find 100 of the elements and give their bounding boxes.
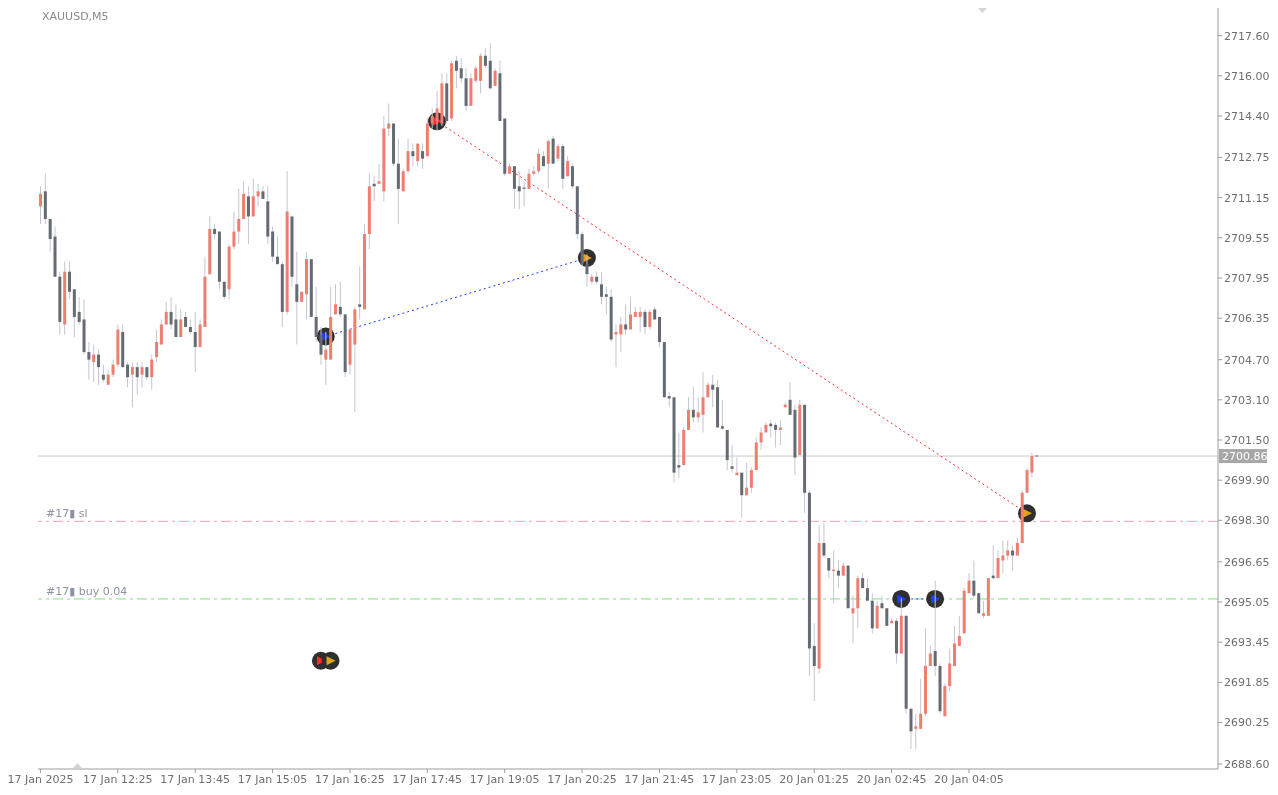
candlestick [1001, 539, 1005, 574]
x-tick-label: 17 Jan 12:25 [82, 772, 153, 786]
candlestick [256, 183, 260, 207]
candlestick [454, 55, 458, 89]
candlestick [972, 560, 976, 599]
candlestick [948, 647, 952, 692]
candlestick [237, 188, 241, 245]
candlestick [851, 595, 855, 644]
candlestick [358, 266, 362, 320]
y-tick-label: 2695.05 [1224, 595, 1270, 609]
candlestick [996, 550, 1000, 579]
y-tick-label: 2699.90 [1224, 474, 1270, 488]
y-tick-label: 2717.60 [1224, 29, 1270, 43]
candlestick [778, 419, 782, 446]
candlestick [614, 323, 618, 368]
x-tick-label: 17 Jan 20:25 [547, 772, 617, 786]
candlestick [126, 361, 130, 388]
candlestick [87, 341, 91, 381]
candlestick [179, 308, 183, 338]
candlestick [324, 331, 328, 386]
candlestick [599, 271, 603, 305]
candlestick [97, 349, 101, 386]
y-tick-label: 2693.45 [1224, 636, 1270, 650]
candlestick [880, 595, 884, 609]
y-tick-label: 2703.10 [1224, 393, 1270, 407]
candlestick [691, 386, 695, 423]
y-tick-label: 2690.25 [1224, 716, 1270, 730]
candlestick [338, 281, 342, 318]
y-tick-label: 2688.60 [1224, 757, 1270, 771]
candlestick [604, 286, 608, 315]
y-tick-label: 2711.15 [1224, 191, 1270, 205]
x-tick-label: 17 Jan 17:45 [392, 772, 463, 786]
y-tick-label: 2691.85 [1224, 676, 1270, 690]
y-tick-label: 2704.70 [1224, 353, 1270, 367]
candlestick [275, 236, 279, 265]
candlestick [421, 143, 425, 170]
x-tick-label: 20 Jan 04:05 [934, 772, 1004, 786]
candlestick [696, 396, 700, 423]
candlestick [619, 316, 623, 353]
y-tick-label: 2706.35 [1224, 312, 1270, 326]
ref-line-label: 2700.86 [1222, 450, 1268, 464]
x-tick-label: 17 Jan 21:45 [624, 772, 695, 786]
candlestick [749, 467, 753, 494]
candlestick [919, 678, 923, 730]
y-tick-label: 2701.50 [1224, 433, 1270, 447]
candlestick [1006, 539, 1010, 562]
candlestick [648, 308, 652, 330]
candlestick [865, 577, 869, 602]
ref-line-label: #17▮ sl [46, 507, 88, 521]
candlestick [232, 210, 236, 250]
candlestick [39, 185, 42, 225]
y-tick-label: 2698.30 [1224, 514, 1270, 528]
candlestick [174, 303, 178, 338]
candlestick [130, 361, 134, 408]
candlestick [406, 138, 410, 175]
chart-title: XAUUSD,M5 [42, 10, 109, 23]
candlestick [953, 625, 957, 667]
candlestick [629, 296, 632, 330]
candlestick [92, 344, 96, 383]
x-tick-label: 17 Jan 23:05 [701, 772, 772, 786]
candlestick [150, 354, 154, 391]
candlestick [193, 311, 197, 373]
candlestick [827, 557, 831, 579]
candlestick [585, 253, 589, 288]
candlestick [411, 143, 415, 167]
ref-line-label: #17▮ buy 0.04 [46, 584, 128, 598]
candlestick [512, 165, 516, 210]
candlestick [745, 462, 749, 496]
candlestick [957, 615, 961, 647]
candlestick [909, 708, 913, 750]
candlestick [387, 102, 391, 137]
candlestick [77, 296, 81, 325]
candlestick [914, 713, 918, 750]
candlestick [140, 361, 144, 388]
candlestick [774, 421, 778, 449]
candlestick [246, 185, 250, 245]
candlestick [643, 308, 647, 335]
y-tick-label: 2707.95 [1224, 271, 1270, 285]
candlestick [701, 371, 705, 433]
candlestick [822, 522, 826, 559]
y-tick-label: 2714.40 [1224, 109, 1270, 123]
y-tick-label: 2716.00 [1224, 69, 1270, 83]
candlestick [546, 138, 550, 190]
candlestick [759, 426, 763, 451]
candlestick [875, 600, 879, 629]
candlestick [430, 107, 434, 130]
x-tick-label: 17 Jan 16:25 [315, 772, 385, 786]
x-tick-label: 17 Jan 19:05 [469, 772, 540, 786]
y-tick-label: 2712.75 [1224, 151, 1270, 165]
x-tick-label: 17 Jan 15:05 [237, 772, 308, 786]
candlestick [711, 374, 715, 408]
candlestick [638, 306, 642, 333]
candlestick [517, 170, 521, 210]
candlestick [836, 560, 840, 589]
x-tick-label: 17 Jan 2025 [7, 772, 74, 786]
y-tick-label: 2709.55 [1224, 231, 1270, 245]
x-tick-label: 20 Jan 02:45 [856, 772, 927, 786]
candlestick [135, 361, 139, 396]
candlestick [159, 318, 163, 346]
candlestick [527, 168, 531, 190]
